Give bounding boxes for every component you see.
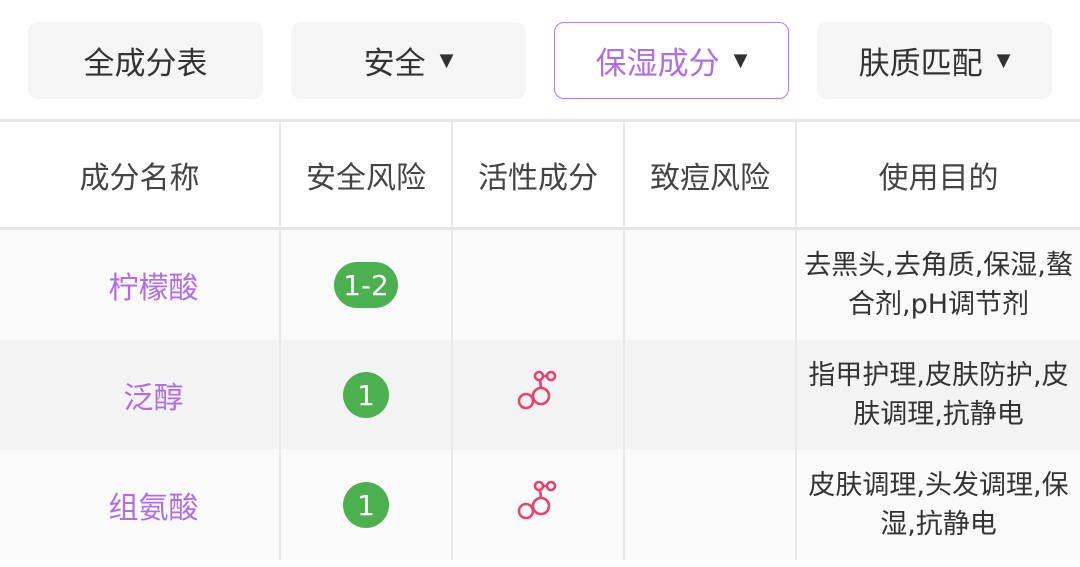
ingredient-name-link[interactable]: 组氨酸 [108, 491, 199, 526]
active-cell [453, 340, 625, 450]
safety-badge: 1-2 [334, 262, 398, 308]
active-ingredient-icon [515, 368, 561, 422]
active-cell [453, 230, 625, 340]
name-cell: 泛醇 [0, 340, 281, 450]
header-name: 成分名称 [0, 122, 281, 227]
table-row[interactable]: 泛醇 1 指甲护理,皮肤防护,皮肤调理,抗静电 [0, 340, 1080, 450]
purpose-cell: 去黑头,去角质,保湿,螯合剂,pH调节剂 [797, 230, 1080, 340]
safety-cell: 1 [281, 340, 453, 450]
purpose-text: 指甲护理,皮肤防护,皮肤调理,抗静电 [808, 360, 1069, 430]
safety-cell: 1-2 [281, 230, 453, 340]
filter-all-ingredients[interactable]: 全成分表 [28, 22, 263, 99]
purpose-text: 皮肤调理,头发调理,保湿,抗静电 [808, 470, 1069, 540]
active-cell [453, 450, 625, 560]
name-cell: 组氨酸 [0, 450, 281, 560]
table-row[interactable]: 组氨酸 1 皮肤调理,头发调理,保湿,抗静电 [0, 450, 1080, 560]
caret-down-icon: ▼ [733, 50, 748, 71]
acne-cell [625, 450, 797, 560]
header-purpose: 使用目的 [878, 160, 999, 196]
ingredient-name-link[interactable]: 泛醇 [123, 381, 184, 416]
table-header: 成分名称 安全风险 活性成分 致痘风险 使用目的 [0, 122, 1080, 230]
acne-cell [625, 340, 797, 450]
name-cell: 柠檬酸 [0, 230, 281, 340]
filter-moisturizing-dropdown[interactable]: 保湿成分 ▼ [554, 22, 789, 99]
active-ingredient-icon [515, 478, 561, 532]
header-safety: 安全风险 [281, 122, 453, 227]
header-acne: 致痘风险 [625, 122, 797, 227]
filter-bar: 全成分表 安全 ▼ 保湿成分 ▼ 肤质匹配 ▼ [28, 22, 1052, 99]
filter-skin-match-dropdown[interactable]: 肤质匹配 ▼ [817, 22, 1052, 99]
ingredient-table: 成分名称 安全风险 活性成分 致痘风险 使用目的 柠檬酸 1-2 去黑头,去角质… [0, 119, 1080, 560]
acne-cell [625, 230, 797, 340]
table-row[interactable]: 柠檬酸 1-2 去黑头,去角质,保湿,螯合剂,pH调节剂 [0, 230, 1080, 340]
filter-label: 肤质匹配 [858, 46, 983, 82]
purpose-text: 去黑头,去角质,保湿,螯合剂,pH调节剂 [804, 250, 1073, 320]
purpose-cell: 指甲护理,皮肤防护,皮肤调理,抗静电 [797, 340, 1080, 450]
filter-label: 保湿成分 [595, 46, 720, 82]
filter-label: 安全 [363, 46, 426, 82]
caret-down-icon: ▼ [439, 50, 454, 71]
ingredient-name-link[interactable]: 柠檬酸 [108, 271, 199, 306]
caret-down-icon: ▼ [996, 50, 1011, 71]
safety-badge: 1 [343, 372, 389, 418]
safety-badge: 1 [343, 482, 389, 528]
filter-safety-dropdown[interactable]: 安全 ▼ [291, 22, 526, 99]
filter-label: 全成分表 [83, 46, 208, 82]
header-active: 活性成分 [453, 122, 625, 227]
safety-cell: 1 [281, 450, 453, 560]
purpose-cell: 皮肤调理,头发调理,保湿,抗静电 [797, 450, 1080, 560]
